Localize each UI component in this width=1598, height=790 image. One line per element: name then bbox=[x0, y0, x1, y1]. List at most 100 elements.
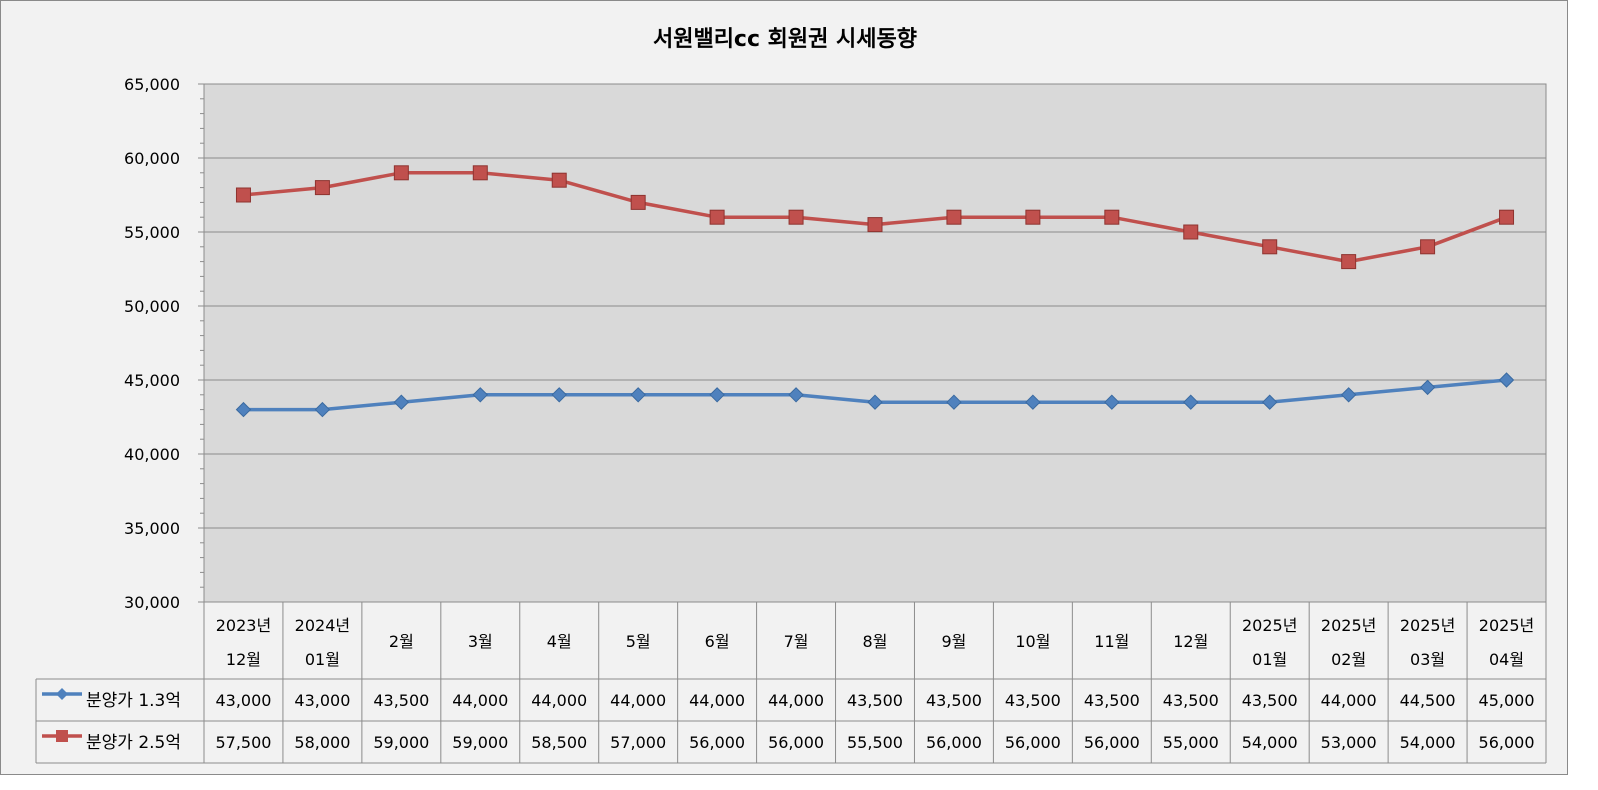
x-tick-label: 12월 bbox=[1173, 632, 1208, 651]
x-tick-label: 2023년 bbox=[216, 616, 271, 635]
x-tick-label: 2025년 bbox=[1479, 616, 1534, 635]
plot-area bbox=[203, 83, 1547, 603]
table-value-series-1: 45,000 bbox=[1479, 691, 1535, 710]
y-tick-label: 65,000 bbox=[124, 75, 180, 94]
x-tick-label: 03월 bbox=[1410, 650, 1445, 669]
y-tick-label: 35,000 bbox=[124, 519, 180, 538]
data-point-series-2 bbox=[393, 165, 409, 181]
x-tick-label: 4월 bbox=[547, 632, 572, 651]
data-point-series-2 bbox=[314, 180, 330, 196]
table-value-series-1: 43,500 bbox=[1242, 691, 1298, 710]
data-point-series-1 bbox=[788, 387, 804, 403]
x-tick-label: 8월 bbox=[863, 632, 888, 651]
table-value-series-2: 56,000 bbox=[689, 733, 745, 752]
data-point-series-1 bbox=[551, 387, 567, 403]
x-tick-label: 9월 bbox=[941, 632, 966, 651]
table-value-series-1: 44,000 bbox=[610, 691, 666, 710]
data-point-series-2 bbox=[946, 209, 962, 225]
y-tick-label: 55,000 bbox=[124, 223, 180, 242]
table-value-series-2: 59,000 bbox=[452, 733, 508, 752]
table-value-series-1: 44,000 bbox=[452, 691, 508, 710]
table-value-series-2: 54,000 bbox=[1400, 733, 1456, 752]
table-value-series-1: 43,500 bbox=[1163, 691, 1219, 710]
data-point-series-1 bbox=[1104, 394, 1120, 410]
x-tick-label: 2025년 bbox=[1242, 616, 1297, 635]
data-point-series-1 bbox=[630, 387, 646, 403]
table-value-series-1: 44,000 bbox=[531, 691, 587, 710]
y-tick-label: 60,000 bbox=[124, 149, 180, 168]
data-point-series-1 bbox=[1025, 394, 1041, 410]
y-tick-label: 45,000 bbox=[124, 371, 180, 390]
table-value-series-2: 57,500 bbox=[215, 733, 271, 752]
data-point-series-1 bbox=[314, 401, 331, 418]
table-value-series-1: 44,500 bbox=[1400, 691, 1456, 710]
legend-key-marker-1 bbox=[56, 688, 68, 700]
table-value-series-2: 55,500 bbox=[847, 733, 903, 752]
table-value-series-2: 53,000 bbox=[1321, 733, 1377, 752]
legend-key-marker-2 bbox=[56, 730, 68, 742]
y-tick-label: 40,000 bbox=[124, 445, 180, 464]
data-point-series-2 bbox=[1499, 209, 1515, 225]
y-tick-label: 50,000 bbox=[124, 297, 180, 316]
table-value-series-1: 44,000 bbox=[768, 691, 824, 710]
table-value-series-2: 57,000 bbox=[610, 733, 666, 752]
x-tick-label: 2024년 bbox=[295, 616, 350, 635]
table-value-series-2: 54,000 bbox=[1242, 733, 1298, 752]
x-tick-label: 04월 bbox=[1489, 650, 1524, 669]
x-tick-label: 02월 bbox=[1331, 650, 1366, 669]
table-value-series-1: 43,000 bbox=[294, 691, 350, 710]
data-point-series-2 bbox=[1104, 209, 1120, 225]
table-value-series-2: 56,000 bbox=[1005, 733, 1061, 752]
data-point-series-1 bbox=[1261, 394, 1278, 410]
data-point-series-2 bbox=[1420, 239, 1436, 255]
data-point-series-1 bbox=[1183, 394, 1199, 410]
table-value-series-2: 56,000 bbox=[768, 733, 824, 752]
data-point-series-1 bbox=[472, 387, 489, 403]
table-value-series-2: 59,000 bbox=[373, 733, 429, 752]
table-value-series-2: 58,000 bbox=[294, 733, 350, 752]
x-tick-label: 11월 bbox=[1094, 632, 1129, 651]
chart-title: 서원밸리cc 회원권 시세동향 bbox=[653, 27, 917, 52]
x-tick-label: 2025년 bbox=[1400, 616, 1455, 635]
table-value-series-1: 43,500 bbox=[1084, 691, 1140, 710]
data-point-series-1 bbox=[1340, 387, 1357, 403]
data-point-series-1 bbox=[393, 394, 410, 410]
table-value-series-1: 44,000 bbox=[1321, 691, 1377, 710]
x-tick-label: 12월 bbox=[226, 650, 261, 669]
table-value-series-2: 55,000 bbox=[1163, 733, 1219, 752]
data-point-series-2 bbox=[1341, 254, 1357, 270]
data-point-series-1 bbox=[867, 394, 883, 410]
data-point-series-2 bbox=[630, 194, 646, 210]
x-tick-label: 2025년 bbox=[1321, 616, 1376, 635]
x-tick-label: 6월 bbox=[705, 632, 730, 651]
table-value-series-1: 43,500 bbox=[847, 691, 903, 710]
table-value-series-1: 44,000 bbox=[689, 691, 745, 710]
table-value-series-1: 43,500 bbox=[1005, 691, 1061, 710]
table-value-series-1: 43,500 bbox=[926, 691, 982, 710]
x-tick-label: 10월 bbox=[1015, 632, 1050, 651]
data-point-series-2 bbox=[709, 209, 725, 225]
x-tick-label: 5월 bbox=[626, 632, 651, 651]
x-tick-label: 01월 bbox=[305, 650, 340, 669]
table-value-series-1: 43,500 bbox=[373, 691, 429, 710]
table-value-series-1: 43,000 bbox=[215, 691, 271, 710]
data-point-series-2 bbox=[235, 187, 251, 203]
x-tick-label: 2월 bbox=[389, 632, 414, 651]
data-point-series-2 bbox=[472, 165, 488, 181]
x-tick-label: 3월 bbox=[468, 632, 493, 651]
table-value-series-2: 56,000 bbox=[926, 733, 982, 752]
data-point-series-1 bbox=[235, 401, 252, 418]
table-value-series-2: 56,000 bbox=[1084, 733, 1140, 752]
data-point-series-2 bbox=[788, 209, 804, 225]
x-tick-label: 01월 bbox=[1252, 650, 1287, 669]
data-point-series-2 bbox=[551, 172, 567, 188]
x-tick-label: 7월 bbox=[784, 632, 809, 651]
legend-label-1: 분양가 1.3억 bbox=[86, 691, 181, 711]
data-point-series-1 bbox=[946, 394, 962, 410]
table-value-series-2: 58,500 bbox=[531, 733, 587, 752]
data-point-series-1 bbox=[1498, 372, 1515, 388]
data-point-series-2 bbox=[867, 217, 883, 233]
data-point-series-1 bbox=[709, 387, 725, 403]
legend-label-2: 분양가 2.5억 bbox=[86, 733, 181, 753]
